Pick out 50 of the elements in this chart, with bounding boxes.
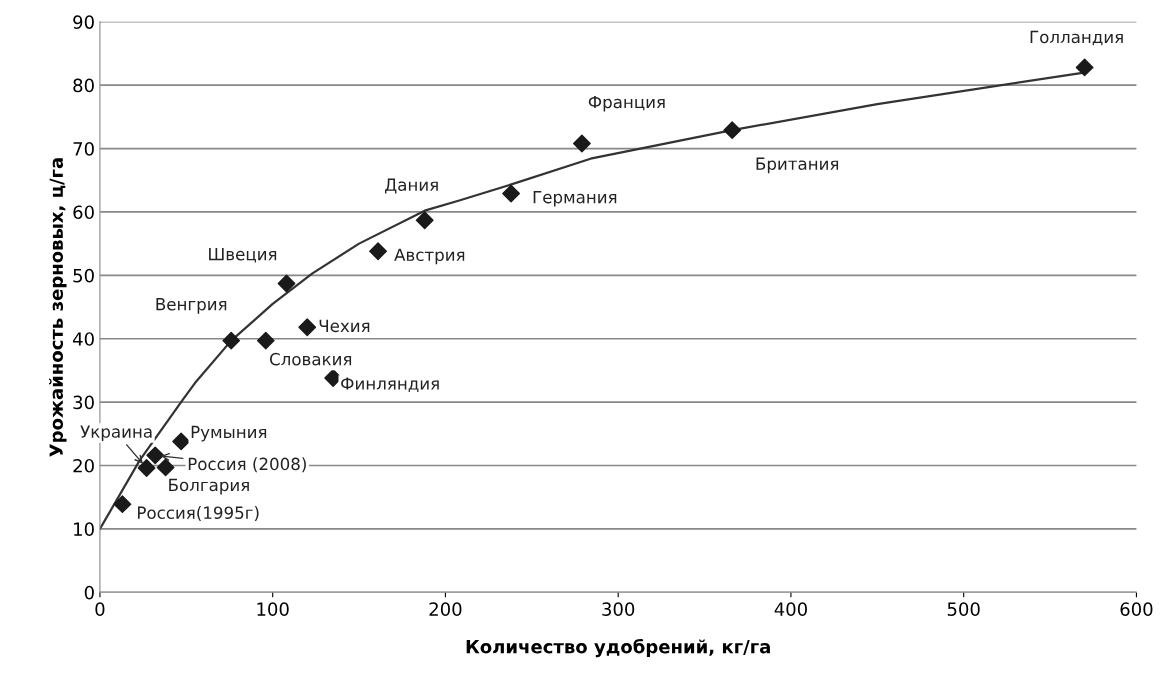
annotation: Австрия: [394, 248, 465, 265]
y-tick-label: 90: [73, 15, 94, 29]
point: [222, 331, 241, 350]
annotation: Чехия: [319, 319, 370, 333]
x-tick-label: 400: [774, 602, 807, 616]
point: [146, 446, 165, 465]
annotation: Румыния: [191, 425, 267, 442]
point: [298, 318, 317, 337]
annotation: Голландия: [1030, 30, 1123, 46]
annotation: Россия (2008): [188, 457, 306, 473]
point: [113, 495, 132, 514]
annotation: Британия: [756, 157, 839, 174]
x-tick-label: 300: [602, 602, 635, 616]
point: [369, 242, 387, 261]
point: [502, 184, 520, 203]
y-tick-label: 70: [73, 142, 94, 156]
annotation: Финляндия: [341, 377, 439, 392]
y-axis-title: Урожайность зерновых, ц/га: [48, 158, 67, 457]
y-tick-label: 80: [73, 78, 94, 93]
point: [137, 459, 156, 477]
annotation: Украина: [80, 425, 152, 442]
point: [572, 134, 591, 153]
y-tick-label: 40: [72, 332, 94, 346]
y-tick-label: 0: [84, 585, 94, 600]
x-tick-label: 100: [257, 602, 289, 616]
annotation: Венгрия: [156, 298, 227, 314]
annotation: Дания: [385, 178, 438, 194]
point: [415, 211, 434, 230]
y-tick-label: 50: [73, 268, 94, 283]
point: [256, 331, 275, 350]
annotation: Франция: [588, 95, 665, 112]
annotation: Болгария: [169, 478, 249, 495]
point: [277, 274, 296, 293]
x-tick-label: 200: [429, 602, 462, 616]
y-tick-label: 60: [73, 205, 94, 220]
point: [1075, 58, 1094, 77]
annotation: Словакия: [269, 352, 352, 366]
point: [156, 458, 175, 477]
y-tick-label: 20: [73, 458, 94, 473]
annotation: Россия(1995г): [138, 506, 259, 521]
x-tick-label: 600: [1120, 602, 1153, 616]
y-tick-label: 30: [73, 395, 94, 410]
point: [723, 121, 742, 140]
x-tick-label: 500: [947, 602, 980, 616]
annotation: Германия: [533, 191, 617, 207]
y-tick-label: 10: [74, 522, 94, 537]
x-axis-title: Количество удобрений, кг/га: [466, 638, 770, 658]
annotation: Швеция: [209, 248, 277, 263]
x-tick-label: 0: [95, 602, 105, 616]
point: [172, 432, 191, 451]
